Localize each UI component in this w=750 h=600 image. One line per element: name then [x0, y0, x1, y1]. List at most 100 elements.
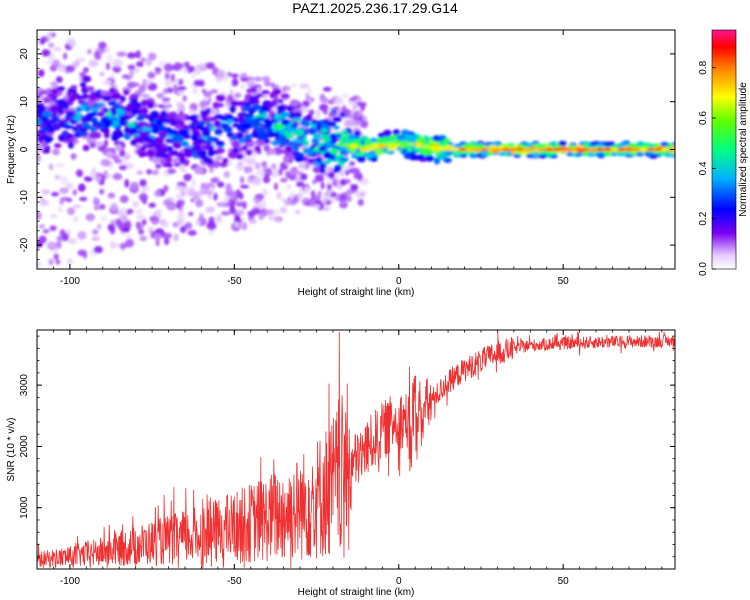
heatmap-cell — [136, 214, 146, 220]
heatmap-cell — [210, 108, 219, 115]
heatmap-cell — [296, 138, 303, 144]
heatmap-cell — [52, 59, 61, 67]
heatmap-cell — [333, 168, 340, 174]
x-tick-label: 0 — [396, 576, 402, 587]
heatmap-cell — [163, 185, 169, 192]
heatmap-cell — [326, 183, 332, 190]
heatmap-cell — [147, 150, 156, 158]
heatmap-cell — [279, 140, 287, 147]
heatmap-cell — [106, 174, 113, 179]
heatmap-cell — [202, 127, 211, 133]
heatmap-cell — [50, 104, 60, 111]
heatmap-cell — [307, 87, 312, 94]
heatmap-cell — [179, 225, 187, 233]
heatmap-cell — [134, 144, 142, 149]
heatmap-cell — [378, 137, 388, 144]
heatmap-cell — [168, 129, 179, 136]
heatmap-cell — [242, 122, 252, 130]
heatmap-cell — [57, 63, 66, 73]
heatmap-cell — [231, 140, 241, 148]
heatmap-cell — [203, 190, 213, 195]
x-axis-label: Height of straight line (km) — [298, 287, 415, 298]
heatmap-cell — [140, 57, 147, 62]
heatmap-cell — [112, 103, 121, 109]
heatmap-cell — [205, 206, 216, 213]
heatmap-cell — [107, 53, 113, 63]
heatmap-cell — [91, 236, 101, 241]
heatmap-cell — [55, 76, 63, 83]
heatmap-cell — [236, 153, 244, 160]
heatmap-cell — [58, 122, 68, 128]
heatmap-cell — [188, 109, 195, 115]
heatmap-cell — [203, 91, 213, 98]
heatmap-cell — [109, 87, 116, 93]
heatmap-cell — [103, 139, 109, 147]
heatmap-cell — [310, 198, 316, 207]
heatmap-cell — [304, 186, 310, 195]
heatmap-cell — [287, 140, 296, 147]
heatmap-cell — [443, 157, 452, 163]
heatmap-cell — [632, 147, 641, 152]
heatmap-cell — [110, 202, 118, 212]
heatmap-cell — [284, 145, 293, 153]
heatmap-cell — [195, 138, 206, 144]
heatmap-cell — [41, 189, 51, 195]
heatmap-cell — [131, 108, 138, 116]
heatmap-cell — [40, 195, 44, 203]
heatmap-cell — [243, 102, 253, 107]
y-tick-label: 1000 — [19, 496, 30, 519]
heatmap-cell — [48, 258, 54, 266]
heatmap-cell — [183, 173, 192, 182]
heatmap-cell — [347, 134, 358, 141]
heatmap-cell — [160, 148, 168, 154]
heatmap-cell — [255, 116, 264, 122]
heatmap-cell — [37, 137, 44, 144]
heatmap-cell — [40, 89, 48, 95]
heatmap-cell — [231, 78, 239, 87]
heatmap-cell — [222, 196, 230, 204]
heatmap-cell — [280, 93, 290, 100]
heatmap-cell — [72, 189, 77, 196]
heatmap-cell — [172, 221, 179, 228]
heatmap-cell — [79, 131, 88, 137]
heatmap-cell — [261, 199, 267, 208]
heatmap-cell — [653, 147, 662, 152]
heatmap-cell — [320, 128, 328, 133]
heatmap-cell — [215, 76, 222, 83]
heatmap-cell — [118, 165, 128, 171]
heatmap-cell — [356, 101, 367, 107]
heatmap-cell — [138, 84, 147, 93]
heatmap-cell — [246, 157, 256, 166]
heatmap-cell — [361, 179, 368, 187]
heatmap-cell — [201, 117, 211, 122]
heatmap-cell — [279, 206, 288, 214]
heatmap-cell — [215, 155, 224, 161]
heatmap-cell — [199, 100, 207, 109]
heatmap-cell — [215, 94, 226, 102]
heatmap-cell — [341, 129, 349, 135]
heatmap-cell — [357, 198, 364, 206]
heatmap-cell — [164, 237, 170, 246]
heatmap-cell — [215, 147, 225, 154]
heatmap-cell — [100, 215, 108, 222]
heatmap-cell — [198, 150, 207, 155]
heatmap-cell — [132, 101, 142, 109]
heatmap-cell — [119, 242, 128, 249]
heatmap-cell — [42, 229, 50, 234]
heatmap-cell — [389, 135, 397, 140]
heatmap-cell — [305, 114, 313, 122]
heatmap-cell — [65, 65, 75, 73]
heatmap-cell — [183, 159, 190, 167]
heatmap-cell — [79, 196, 88, 202]
heatmap-cell — [286, 127, 294, 134]
x-tick-label: 50 — [558, 576, 570, 587]
heatmap-cell — [86, 86, 95, 92]
heatmap-cell — [273, 182, 279, 191]
heatmap-cell — [661, 147, 670, 152]
heatmap-cell — [124, 162, 134, 170]
heatmap-cell — [145, 58, 152, 66]
heatmap-cell — [256, 193, 265, 201]
heatmap-cell — [341, 199, 347, 206]
heatmap-cell — [355, 190, 363, 199]
